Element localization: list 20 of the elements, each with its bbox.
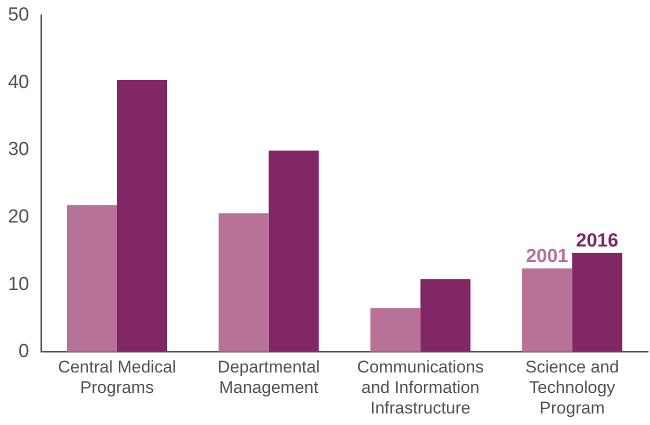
x-tick-label: Departmental Management bbox=[218, 358, 320, 398]
y-tick-label: 40 bbox=[8, 72, 30, 93]
bar bbox=[268, 150, 319, 352]
y-tick-label: 0 bbox=[18, 341, 30, 362]
series-label: 2016 bbox=[576, 230, 618, 252]
bar bbox=[420, 279, 470, 352]
bar bbox=[370, 308, 420, 352]
x-tick-label: Communications and Information Infrastructure bbox=[357, 358, 484, 418]
bar bbox=[572, 252, 622, 352]
y-tick-label: 50 bbox=[8, 4, 30, 26]
y-tick-label: 20 bbox=[8, 206, 30, 228]
bar bbox=[522, 268, 572, 352]
y-tick-label: 10 bbox=[8, 274, 30, 295]
y-tick-label: 30 bbox=[8, 139, 30, 160]
x-tick-label: Science and Technology Program bbox=[525, 358, 619, 418]
series-label: 2001 bbox=[526, 246, 569, 268]
bar bbox=[116, 80, 168, 352]
bar bbox=[218, 213, 269, 352]
x-tick-label: Central Medical Programs bbox=[58, 358, 176, 398]
bar bbox=[66, 205, 117, 352]
